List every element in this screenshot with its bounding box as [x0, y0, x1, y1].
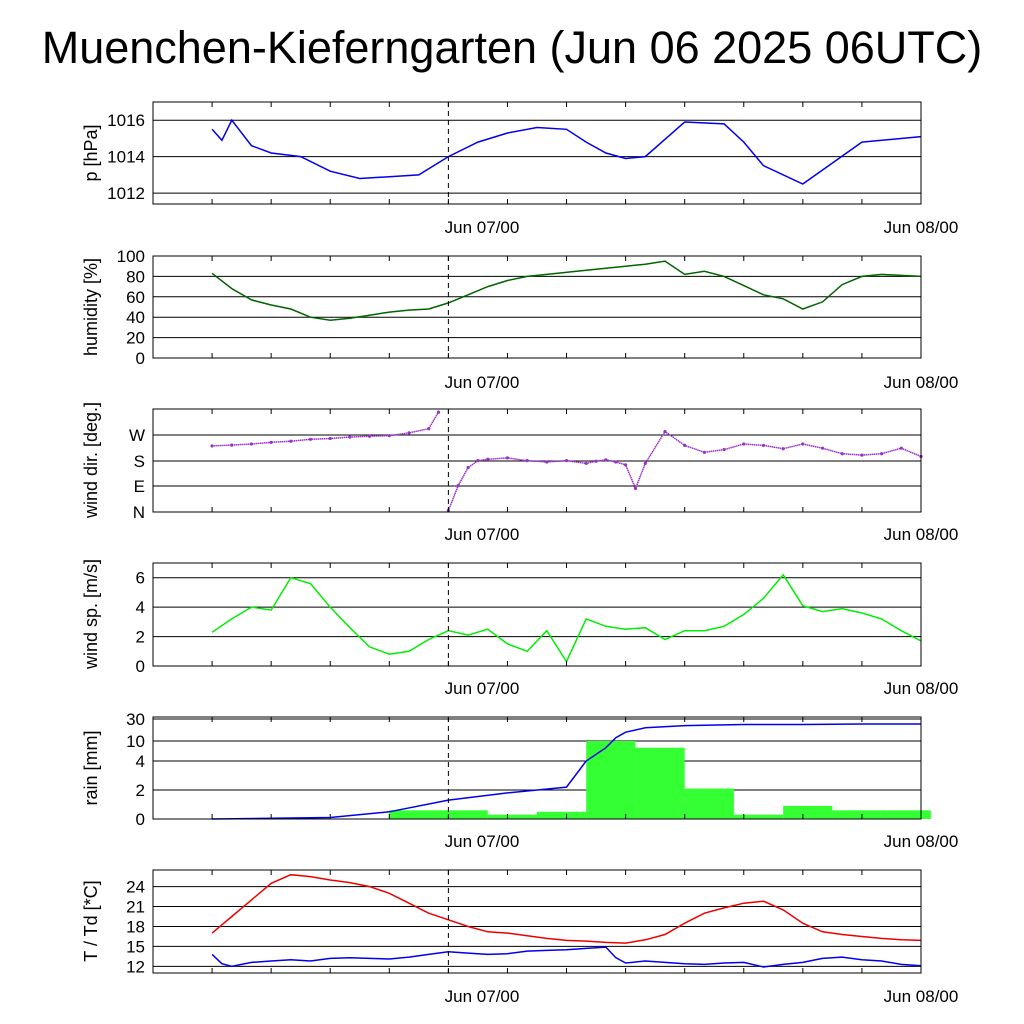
- y-tick-label: 21: [126, 898, 145, 917]
- x-tick-label: Jun 07/00: [445, 218, 520, 237]
- x-tick-label: Jun 07/00: [445, 679, 520, 698]
- series-line: [211, 873, 922, 944]
- y-tick-label: 0: [136, 810, 145, 829]
- x-tick-label: Jun 07/00: [445, 525, 520, 544]
- x-tick-label: Jun 08/00: [884, 373, 959, 392]
- rain-bar: [733, 814, 784, 819]
- x-tick-label: Jun 07/00: [445, 373, 520, 392]
- x-tick-label: Jun 08/00: [884, 832, 959, 851]
- y-tick-label: 40: [126, 308, 145, 327]
- wind-dir-point: [436, 410, 441, 414]
- y-tick-label: 4: [136, 752, 145, 771]
- panel-frame: [152, 562, 922, 667]
- x-tick-label: Jun 07/00: [445, 832, 520, 851]
- wind-dir-trace: [212, 411, 922, 511]
- series-line: [211, 946, 922, 968]
- x-tick-label: Jun 08/00: [884, 218, 959, 237]
- y-tick-label: 10: [126, 732, 145, 751]
- y-tick-label: 100: [117, 247, 145, 266]
- y-tick-label: 2: [136, 628, 145, 647]
- y-axis-label: humidity [%]: [81, 258, 101, 356]
- rain-bar: [537, 811, 587, 819]
- y-tick-label: 15: [126, 937, 145, 956]
- series-line: [211, 118, 922, 185]
- y-tick-label: 12: [126, 957, 145, 976]
- y-tick-label: 4: [136, 598, 145, 617]
- panel-frame: [152, 869, 922, 974]
- chart-title: Muenchen-Kieferngarten (Jun 06 2025 06UT…: [41, 22, 983, 73]
- panel-frame: [152, 101, 922, 205]
- y-tick-label: 20: [126, 329, 145, 348]
- rain-bar: [586, 741, 636, 819]
- y-tick-label: 30: [126, 710, 145, 729]
- y-axis-label: p [hPa]: [81, 124, 101, 181]
- y-tick-label: 0: [136, 349, 145, 368]
- series-line: [211, 573, 922, 664]
- rain-bar: [389, 810, 439, 819]
- rain-bar: [438, 810, 488, 819]
- y-tick-label: 24: [126, 878, 145, 897]
- series-line: [211, 260, 922, 322]
- x-tick-label: Jun 07/00: [445, 987, 520, 1006]
- y-tick-label: 80: [126, 267, 145, 286]
- rain-bar: [684, 788, 734, 819]
- series-line: [212, 723, 921, 820]
- panel-frame: [152, 408, 922, 513]
- y-axis-label: wind dir. [deg.]: [81, 402, 101, 519]
- y-tick-label: W: [129, 426, 145, 445]
- rain-bar: [832, 810, 882, 819]
- rain-bar: [635, 747, 685, 819]
- x-tick-label: Jun 08/00: [884, 525, 959, 544]
- y-tick-label: N: [133, 503, 145, 522]
- y-tick-label: E: [134, 477, 145, 496]
- x-tick-label: Jun 08/00: [884, 987, 959, 1006]
- y-tick-label: 18: [126, 917, 145, 936]
- panel-frame: [152, 255, 922, 359]
- rain-bar: [487, 814, 537, 819]
- rain-bar: [881, 810, 931, 819]
- panel-frame: [152, 716, 922, 820]
- y-tick-label: 2: [136, 781, 145, 800]
- y-axis-label: wind sp. [m/s]: [81, 559, 101, 670]
- y-tick-label: 1016: [107, 111, 145, 130]
- y-axis-label: T / Td [*C]: [81, 880, 101, 961]
- rain-bar: [783, 805, 833, 819]
- y-axis-label: rain [mm]: [81, 730, 101, 805]
- y-tick-label: 6: [136, 569, 145, 588]
- y-tick-label: S: [134, 452, 145, 471]
- y-tick-label: 1014: [107, 148, 145, 167]
- y-tick-label: 0: [136, 657, 145, 676]
- y-tick-label: 60: [126, 288, 145, 307]
- y-tick-label: 1012: [107, 184, 145, 203]
- x-tick-label: Jun 08/00: [884, 679, 959, 698]
